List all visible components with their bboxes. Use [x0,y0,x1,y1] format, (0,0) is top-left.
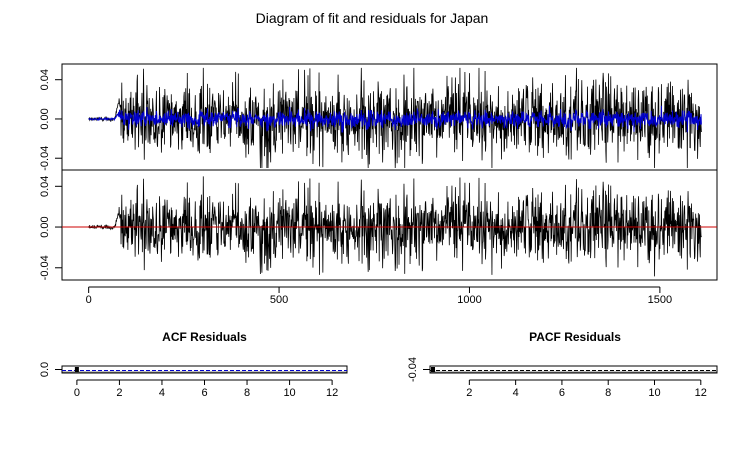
fit-ytick-label: -0.04 [39,146,51,171]
pacf-x-tick-label: 10 [648,387,660,399]
pacf-x-tick-label: 2 [466,387,472,399]
acf-x-tick-label: 12 [326,387,338,399]
residual-ytick-label: 0.04 [39,176,51,197]
fit-y-axis: 0.04 0.00 -0.04 [39,69,62,171]
acf-x-tick-label: 6 [201,387,207,399]
acf-title: ACF Residuals [162,330,247,344]
acf-x-tick-label: 10 [283,387,295,399]
acf-x-tick-label: 0 [74,387,80,399]
pacf-title: PACF Residuals [529,330,621,344]
pacf-plot-area [430,367,717,373]
acf-lag0-bar [74,367,79,372]
acf-x-tick-label: 2 [116,387,122,399]
fit-plot-area [88,67,702,169]
acf-axes: 0 2 4 6 8 10 12 0.0 [39,362,338,399]
x-axis: 0 500 1000 1500 [86,286,672,306]
residual-ytick-label: -0.04 [39,255,51,280]
pacf-x-tick-label: 8 [605,387,611,399]
acf-x-tick-label: 8 [244,387,250,399]
observed-series-line [88,67,702,169]
x-tick-label: 500 [270,294,288,306]
fit-ytick-label: 0.04 [39,69,51,90]
acf-ytick-label: 0.0 [39,362,51,377]
pacf-lag1-bar [431,367,435,372]
residual-ytick-label: 0.00 [39,216,51,237]
acf-x-tick-label: 4 [159,387,165,399]
x-tick-label: 1500 [648,294,672,306]
fitted-series-line [88,105,702,133]
x-tick-label: 1000 [457,294,481,306]
pacf-x-tick-label: 6 [559,387,565,399]
fit-ytick-label: 0.00 [39,108,51,129]
x-tick-label: 0 [86,294,92,306]
chart-title: Diagram of fit and residuals for Japan [255,10,489,26]
residual-y-axis: 0.04 0.00 -0.04 [39,176,62,280]
residual-series-line [88,176,702,277]
pacf-ytick-label: -0.04 [407,357,419,382]
pacf-x-tick-label: 4 [513,387,519,399]
residual-panel-frame [61,169,718,281]
pacf-axes: 2 4 6 8 10 12 -0.04 [407,357,707,399]
acf-plot-area [62,367,347,373]
residual-plot-area [62,176,717,277]
pacf-x-tick-label: 12 [695,387,707,399]
